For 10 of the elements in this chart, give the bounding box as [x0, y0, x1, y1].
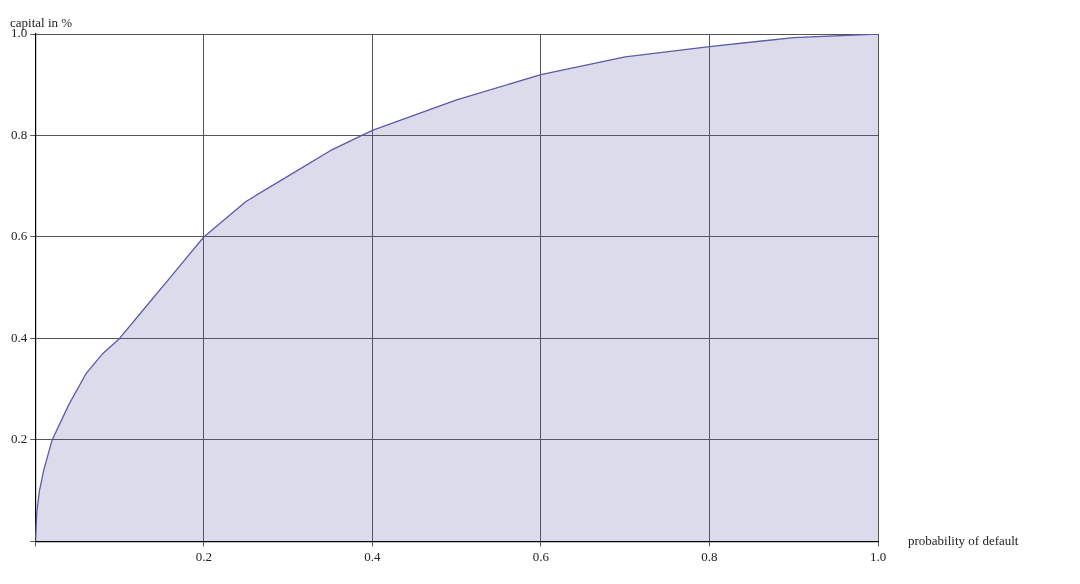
- x-axis-title: probability of default: [908, 532, 1019, 548]
- y-tick-label: 0.8: [11, 126, 28, 142]
- y-tick-label: 0.6: [11, 228, 28, 244]
- y-tick-label: 0.2: [11, 431, 28, 447]
- x-tick-label: 1.0: [869, 548, 887, 564]
- x-tick-label: 0.8: [701, 548, 718, 564]
- y-tick-label: 0.4: [11, 329, 28, 345]
- x-tick-label: 0.2: [195, 548, 212, 564]
- x-tick-label: 0.6: [532, 548, 550, 564]
- x-tick-label: 0.4: [364, 548, 381, 564]
